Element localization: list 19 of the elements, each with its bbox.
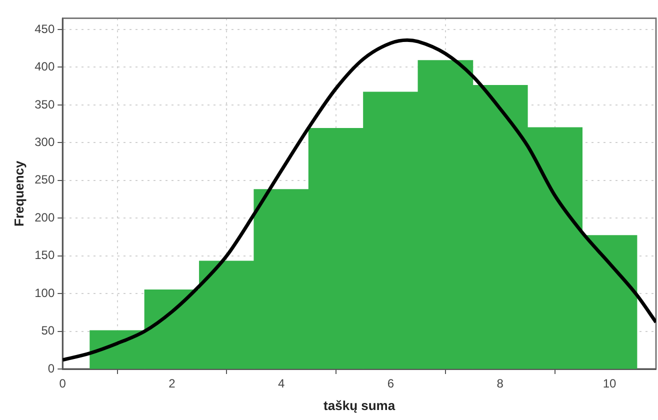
y-tick-label: 450 [34, 22, 55, 36]
y-tick-label: 350 [34, 97, 55, 112]
x-tick-label: 6 [387, 376, 394, 391]
y-tick-label: 150 [34, 248, 55, 262]
x-tick-label: 8 [496, 376, 504, 391]
line-series [62, 38, 656, 362]
y-tick-label: 250 [34, 172, 55, 187]
y-tick-label: 200 [34, 210, 55, 224]
y-tick-label: 100 [34, 286, 55, 300]
y-tick-label: 0 [48, 361, 55, 376]
x-tick-label: 10 [602, 376, 617, 391]
x-tick-label: 2 [168, 376, 176, 391]
y-tick-label: 50 [41, 324, 55, 338]
x-axis-title: taškų suma [324, 398, 396, 413]
x-tick-label: 0 [59, 376, 66, 391]
y-tick-label: 300 [34, 134, 55, 149]
y-axis-title: Frequency [11, 160, 26, 226]
y-tick-label: 400 [34, 60, 55, 74]
x-tick-label: 4 [278, 376, 286, 391]
